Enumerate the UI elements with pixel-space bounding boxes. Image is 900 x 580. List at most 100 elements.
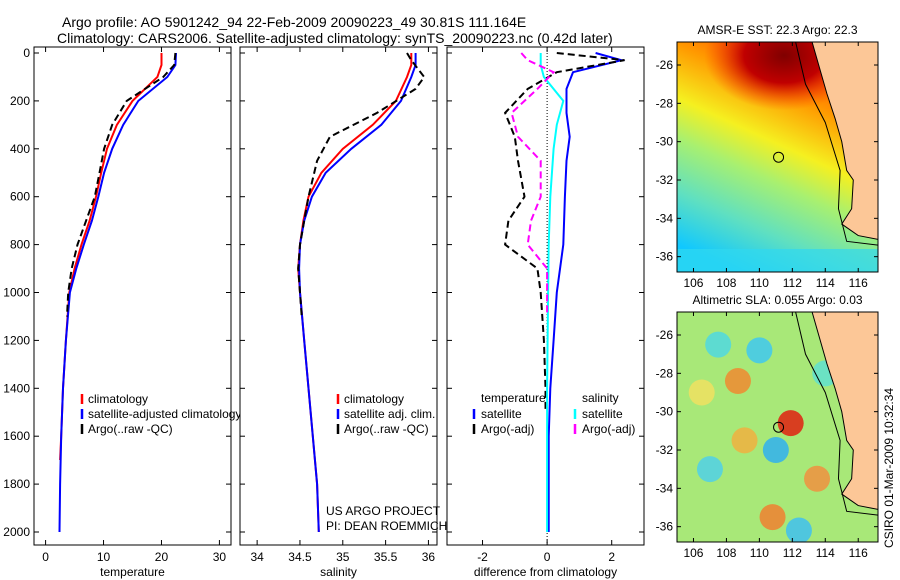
y-tick-label: -36 (656, 520, 674, 534)
land-australia (811, 42, 878, 240)
land-australia (811, 312, 878, 510)
shelf-contour (795, 312, 878, 516)
x-tick-label: 0 (544, 550, 551, 564)
sla-anomaly (705, 331, 732, 358)
y-tick-label: 600 (10, 190, 30, 204)
x-tick-label: 116 (849, 276, 868, 290)
x-tick-label: 0 (42, 550, 49, 564)
legend-label: satellite (481, 407, 522, 421)
x-tick-label: -2 (477, 550, 488, 564)
legend-label: satellite adj. clim. (344, 407, 435, 421)
y-tick-label: 400 (10, 142, 30, 156)
argo-float-marker (773, 421, 785, 433)
side-label: CSIRO 01-Mar-2009 10:32:34 (882, 388, 896, 548)
x-tick-label: 10 (97, 550, 111, 564)
project-line1: US ARGO PROJECT (326, 504, 441, 518)
x-axis-label: salinity (320, 565, 357, 579)
legend-label: Argo(-adj) (481, 422, 534, 436)
y-tick-label: -30 (656, 135, 674, 149)
profile-panel-1: 0 10 20 30 0 200 400 600 800 1000 1200 1400 1600 1800… (3, 46, 241, 579)
legend-label: climatology (344, 392, 404, 406)
map-title: AMSR-E SST: 22.3 Argo: 22.3 (697, 23, 857, 37)
x-tick-label: 30 (213, 550, 227, 564)
y-tick-label: -36 (656, 250, 674, 264)
map-frame (676, 41, 879, 273)
x-axis-label: difference from climatology (474, 565, 617, 579)
legend-label: Argo(..raw -QC) (344, 422, 429, 436)
plots-layer: 0 10 20 30020040060080010001200140016001800… (3, 23, 879, 579)
argo-float-marker (773, 151, 785, 163)
y-tick-label: 800 (10, 238, 30, 252)
legend-header-temperature: temperature (481, 391, 546, 405)
cool-band (677, 249, 878, 272)
map-title: Altimetric SLA: 0.055 Argo: 0.03 (692, 293, 862, 307)
axes-frame (446, 46, 645, 546)
x-tick-label: 34 (250, 550, 264, 564)
sla-anomaly (724, 368, 751, 394)
series-temperature-satellite (547, 52, 626, 532)
series-satellite-adjusted-climatology (58, 52, 177, 533)
y-tick-label: -34 (656, 211, 674, 225)
legend-label: Argo(-adj) (582, 422, 635, 436)
sla-anomaly (746, 337, 773, 364)
profile-panel-2: 34 34.5 35 35.5 36 salinity climatologysatelli… (239, 46, 438, 579)
sla-anomaly (696, 456, 723, 483)
sst-field (677, 42, 878, 272)
y-tick-label: -32 (656, 443, 674, 457)
x-tick-label: 110 (750, 276, 769, 290)
x-tick-label: 108 (716, 276, 736, 290)
y-tick-label: -28 (656, 96, 674, 110)
y-tick-label: 1800 (3, 477, 30, 491)
y-tick-label: 200 (10, 94, 30, 108)
x-tick-label: 112 (783, 546, 802, 560)
x-tick-label: 35 (336, 550, 350, 564)
title-line2: Climatology: CARS2006. Satellite-adjuste… (57, 30, 613, 46)
x-tick-label: 110 (750, 546, 769, 560)
x-tick-label: 114 (816, 546, 835, 560)
legend-label: satellite (582, 407, 623, 421)
legend-label: satellite-adjusted climatology (88, 407, 241, 421)
y-tick-label: 1400 (3, 381, 30, 395)
sla-field (677, 312, 878, 542)
y-tick-label: -34 (656, 481, 674, 495)
x-tick-label: 108 (716, 546, 736, 560)
x-tick-label: 35.5 (374, 550, 398, 564)
series-argo-raw-qc- (66, 52, 177, 317)
y-tick-label: -30 (656, 405, 674, 419)
title-line1: Argo profile: AO 5901242_94 22-Feb-2009 … (62, 14, 526, 30)
y-tick-label: -28 (656, 366, 674, 380)
legend-label: Argo(..raw -QC) (88, 422, 173, 436)
series-argo-raw-qc- (297, 52, 426, 317)
map-panel-1: AMSR-E SST: 22.3 Argo: 22.3 106 108 110 112 1… (656, 23, 879, 290)
y-tick-label: 0 (23, 46, 30, 60)
axes-frame (239, 46, 438, 546)
sla-anomaly (688, 379, 715, 406)
x-tick-label: 116 (849, 546, 868, 560)
shelf-contour (795, 42, 878, 246)
y-tick-label: -32 (656, 173, 674, 187)
x-axis-label: temperature (100, 565, 165, 579)
x-tick-label: 34.5 (288, 550, 312, 564)
x-tick-label: 20 (155, 550, 169, 564)
series-salinity-satellite (539, 53, 565, 532)
y-tick-label: -26 (656, 58, 674, 72)
x-tick-label: 112 (783, 276, 802, 290)
sla-anomaly (759, 504, 786, 531)
series-salinity-argo-adj- (510, 52, 556, 317)
sla-anomaly (804, 465, 831, 492)
x-tick-label: 114 (816, 276, 835, 290)
sla-anomaly (762, 437, 789, 463)
sla-anomaly (731, 427, 758, 454)
x-tick-label: 106 (683, 546, 703, 560)
y-tick-label: 2000 (3, 525, 30, 539)
map-panel-2: Altimetric SLA: 0.055 Argo: 0.03 106 108 11… (656, 293, 879, 560)
legend-header-salinity: salinity (582, 391, 619, 405)
map-frame (676, 311, 879, 543)
legend-label: climatology (88, 392, 148, 406)
axes-frame (33, 46, 232, 546)
y-tick-label: 1600 (3, 429, 30, 443)
sla-anomaly (777, 410, 804, 437)
x-tick-label: 36 (422, 550, 436, 564)
